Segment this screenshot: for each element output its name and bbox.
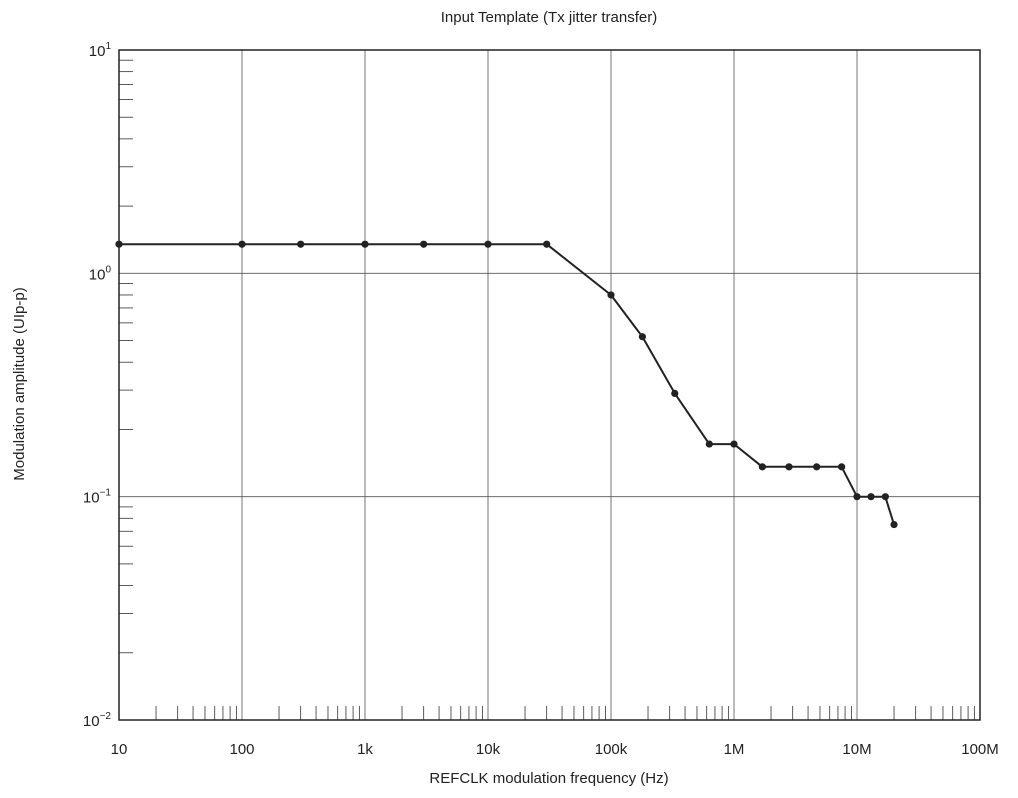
x-axis-label: REFCLK modulation frequency (Hz): [429, 770, 668, 787]
data-point: [420, 240, 428, 248]
y-tick-label: 10−2: [83, 711, 112, 730]
x-tick-label: 10k: [476, 741, 501, 758]
x-tick-label: 100k: [595, 741, 628, 758]
x-tick-label: 10: [111, 741, 128, 758]
y-axis-label: Modulation amplitude (UIp-p): [11, 287, 28, 480]
data-point: [361, 240, 369, 248]
data-point: [638, 333, 646, 341]
data-point: [838, 463, 846, 471]
data-point: [890, 520, 898, 529]
y-tick-label: 10−1: [83, 488, 112, 507]
data-series: [115, 240, 898, 529]
data-point: [484, 240, 492, 248]
x-tick-label: 100M: [961, 741, 999, 758]
data-point: [881, 493, 889, 501]
series-line: [119, 243, 895, 525]
data-point: [297, 240, 305, 248]
data-point: [705, 440, 713, 448]
data-point: [238, 240, 246, 248]
y-tick-label: 101: [89, 41, 112, 60]
chart-title: Input Template (Tx jitter transfer): [441, 9, 657, 26]
data-point: [730, 440, 738, 448]
x-tick-label: 10M: [842, 741, 871, 758]
x-tick-label: 100: [229, 741, 254, 758]
grid: [119, 50, 980, 720]
minor-ticks: [119, 59, 975, 720]
tick-labels: 10 100 1k 10k 100k 1M 10M 100M 10−2 10−1 100 101: [83, 41, 999, 758]
data-point: [813, 463, 821, 471]
data-point: [853, 493, 861, 501]
data-point: [607, 291, 615, 299]
plot-frame: [118, 49, 981, 721]
data-point: [758, 463, 766, 471]
x-tick-label: 1k: [357, 741, 373, 758]
data-point: [785, 463, 793, 471]
data-point: [543, 240, 551, 248]
data-point: [671, 389, 679, 397]
data-point: [867, 493, 875, 501]
x-tick-label: 1M: [724, 741, 745, 758]
y-tick-label: 100: [89, 264, 112, 283]
